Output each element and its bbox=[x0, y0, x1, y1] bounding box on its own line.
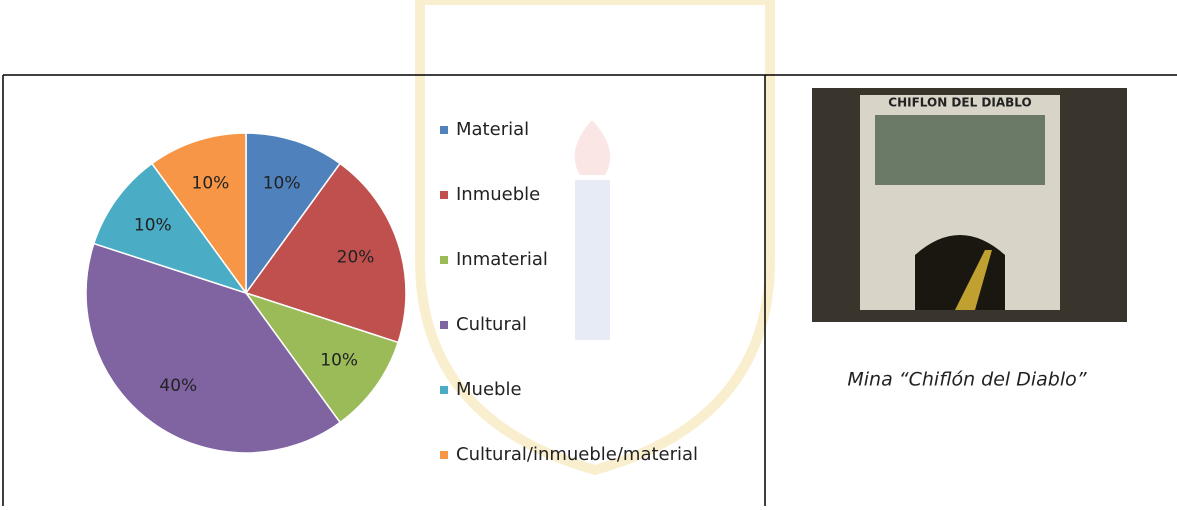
pie-slice bbox=[245, 132, 342, 296]
legend-swatch bbox=[440, 256, 448, 264]
data-label: 10% bbox=[192, 173, 230, 193]
legend-label: Cultural/inmueble/material bbox=[456, 444, 698, 465]
pie-slice bbox=[150, 132, 247, 296]
pie-slice bbox=[244, 291, 400, 424]
data-label: 20% bbox=[337, 247, 375, 267]
legend-swatch bbox=[440, 126, 448, 134]
pie-slice bbox=[85, 242, 342, 454]
pie-slice bbox=[92, 162, 248, 295]
data-label: 10% bbox=[320, 351, 358, 371]
data-label: 40% bbox=[159, 376, 197, 396]
legend-label: Material bbox=[456, 119, 529, 140]
photo: CHIFLON DEL DIABLO bbox=[812, 88, 1127, 322]
legend-swatch bbox=[440, 451, 448, 459]
watermark bbox=[415, 0, 775, 476]
legend-label: Inmueble bbox=[456, 184, 540, 205]
legend-label: Inmaterial bbox=[456, 249, 548, 270]
data-label: 10% bbox=[134, 215, 172, 235]
photo-sign: CHIFLON DEL DIABLO bbox=[888, 96, 1031, 110]
legend-label: Mueble bbox=[456, 379, 522, 400]
legend-swatch bbox=[440, 191, 448, 199]
legend-label: Cultural bbox=[456, 314, 527, 335]
legend-swatch bbox=[440, 321, 448, 329]
pie-slice bbox=[244, 162, 407, 344]
data-label: 10% bbox=[263, 173, 301, 193]
legend-swatch bbox=[440, 386, 448, 394]
caption: Mina “Chiflón del Diablo” bbox=[847, 369, 1086, 391]
